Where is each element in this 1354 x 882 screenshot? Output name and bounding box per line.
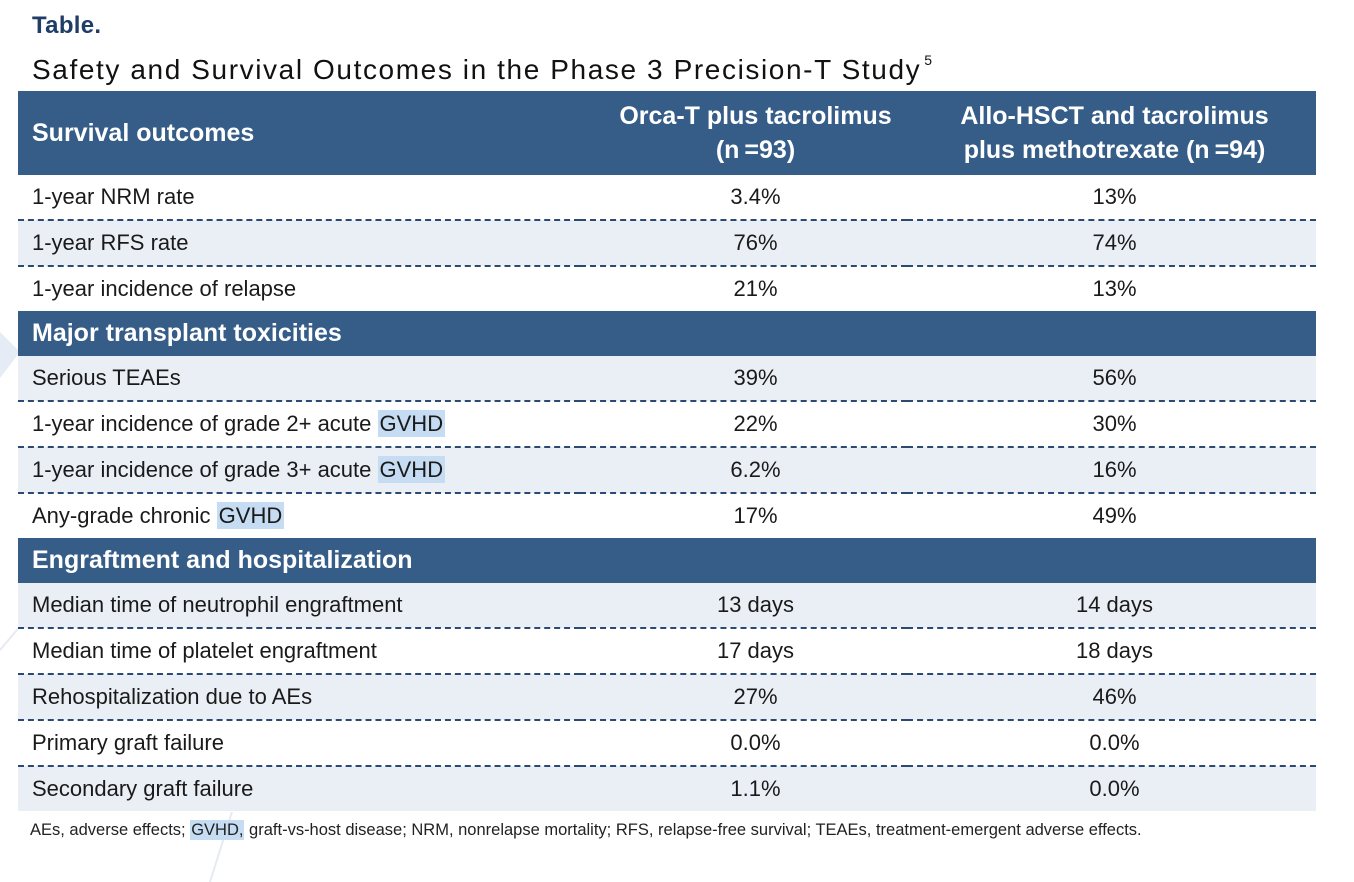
table-row: Median time of neutrophil engraftment 13…: [18, 583, 1316, 629]
orca-value: 6.2%: [580, 447, 907, 494]
row-label: 1-year incidence of relapse: [18, 266, 580, 311]
header-allo-hsct-line1: Allo-HSCT and tacrolimus: [960, 102, 1269, 130]
row-label: Secondary graft failure: [18, 766, 580, 811]
header-orca-t: Orca-T plus tacrolimus (n =93): [580, 91, 907, 175]
row-label: Median time of platelet engraftment: [18, 628, 580, 675]
header-survival-outcomes: Survival outcomes: [18, 91, 580, 175]
orca-value: 17%: [580, 493, 907, 538]
row-label: 1-year RFS rate: [18, 220, 580, 267]
table-header-row: Survival outcomes Orca-T plus tacrolimus…: [18, 91, 1316, 175]
row-label-text: 1-year incidence of grade 3+ acute: [32, 457, 378, 482]
orca-value: 22%: [580, 401, 907, 448]
allo-value: 13%: [907, 266, 1316, 311]
section-title: Major transplant toxicities: [18, 311, 1316, 356]
footnote-text-2: graft-vs-host disease; NRM, nonrelapse m…: [244, 821, 1142, 839]
table-row: 1-year incidence of grade 3+ acute GVHD …: [18, 447, 1316, 494]
title-reference: 5: [924, 52, 933, 68]
row-label: Primary graft failure: [18, 720, 580, 767]
row-label: 1-year incidence of grade 3+ acute GVHD: [18, 447, 580, 494]
gvhd-highlight: GVHD: [216, 502, 285, 529]
row-label: Rehospitalization due to AEs: [18, 674, 580, 721]
table-row: Primary graft failure 0.0% 0.0%: [18, 720, 1316, 767]
allo-value: 74%: [907, 220, 1316, 267]
header-orca-t-line2: (n =93): [715, 136, 796, 164]
allo-value: 49%: [907, 493, 1316, 538]
allo-value: 46%: [907, 674, 1316, 721]
row-label: 1-year incidence of grade 2+ acute GVHD: [18, 401, 580, 448]
orca-value: 0.0%: [580, 720, 907, 767]
table-row: Secondary graft failure 1.1% 0.0%: [18, 766, 1316, 811]
table-row: Median time of platelet engraftment 17 d…: [18, 628, 1316, 675]
footnote-text-1: AEs, adverse effects;: [30, 821, 191, 839]
footnote-gvhd-highlight: GVHD,: [190, 820, 245, 840]
allo-value: 18 days: [907, 628, 1316, 675]
allo-value: 30%: [907, 401, 1316, 448]
allo-value: 56%: [907, 356, 1316, 402]
allo-value: 14 days: [907, 583, 1316, 629]
orca-value: 27%: [580, 674, 907, 721]
header-allo-hsct: Allo-HSCT and tacrolimus plus methotrexa…: [907, 91, 1316, 175]
section-title: Engraftment and hospitalization: [18, 538, 1316, 583]
table-label: Table.: [32, 12, 102, 39]
table-row: 1-year incidence of grade 2+ acute GVHD …: [18, 401, 1316, 448]
row-label-text: 1-year incidence of grade 2+ acute: [32, 411, 378, 436]
allo-value: 0.0%: [907, 766, 1316, 811]
allo-value: 16%: [907, 447, 1316, 494]
table-row: Any-grade chronic GVHD 17% 49%: [18, 493, 1316, 538]
header-orca-t-line1: Orca-T plus tacrolimus: [619, 102, 892, 130]
table-row: 1-year incidence of relapse 21% 13%: [18, 266, 1316, 311]
table-row: 1-year NRM rate 3.4% 13%: [18, 175, 1316, 221]
section-header-engraftment: Engraftment and hospitalization: [18, 538, 1316, 583]
outcomes-table: Survival outcomes Orca-T plus tacrolimus…: [18, 91, 1316, 811]
row-label: Serious TEAEs: [18, 356, 580, 402]
gvhd-highlight: GVHD: [377, 410, 446, 437]
orca-value: 13 days: [580, 583, 907, 629]
table-row: Rehospitalization due to AEs 27% 46%: [18, 674, 1316, 721]
header-allo-hsct-line2: plus methotrexate (n =94): [963, 136, 1266, 164]
gvhd-highlight: GVHD: [377, 456, 446, 483]
orca-value: 76%: [580, 220, 907, 267]
table-title-text: Safety and Survival Outcomes in the Phas…: [32, 54, 922, 85]
orca-value: 17 days: [580, 628, 907, 675]
table-title: Safety and Survival Outcomes in the Phas…: [32, 52, 932, 86]
allo-value: 13%: [907, 175, 1316, 221]
orca-value: 1.1%: [580, 766, 907, 811]
allo-value: 0.0%: [907, 720, 1316, 767]
section-header-toxicities: Major transplant toxicities: [18, 311, 1316, 356]
orca-value: 3.4%: [580, 175, 907, 221]
row-label: Median time of neutrophil engraftment: [18, 583, 580, 629]
table-row: 1-year RFS rate 76% 74%: [18, 220, 1316, 267]
row-label: Any-grade chronic GVHD: [18, 493, 580, 538]
orca-value: 39%: [580, 356, 907, 402]
orca-value: 21%: [580, 266, 907, 311]
table-row: Serious TEAEs 39% 56%: [18, 356, 1316, 402]
row-label-text: Any-grade chronic: [32, 503, 217, 528]
row-label: 1-year NRM rate: [18, 175, 580, 221]
footnote: AEs, adverse effects; GVHD, graft-vs-hos…: [30, 820, 1142, 840]
